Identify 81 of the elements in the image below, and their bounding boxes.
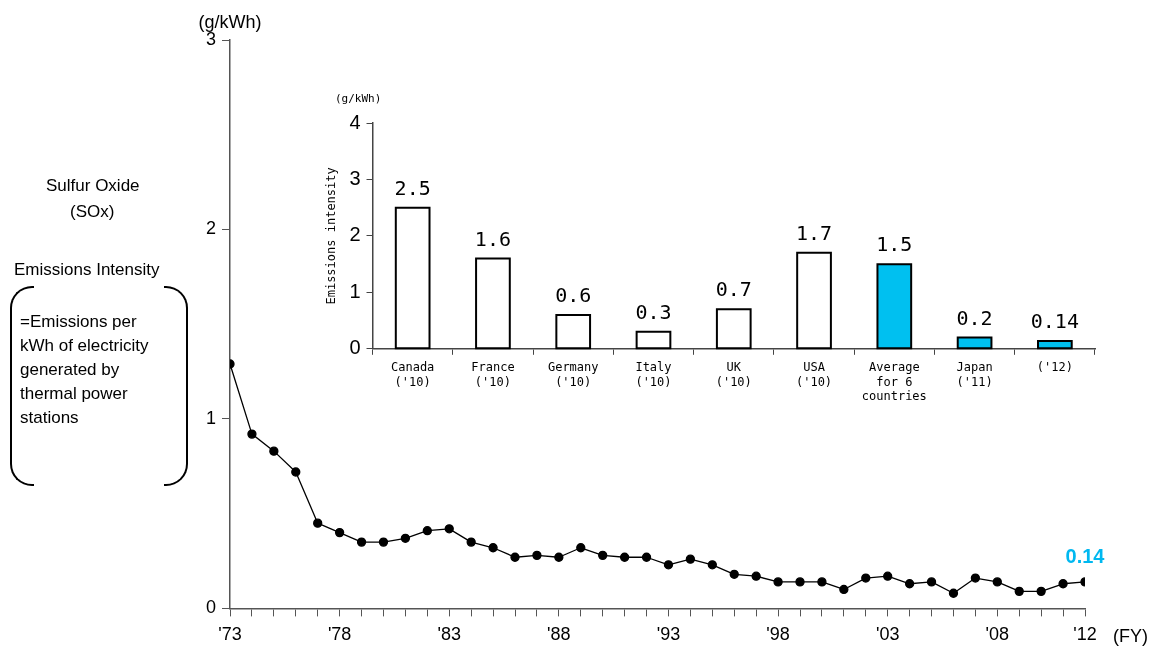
y-tick-label: 3 xyxy=(349,166,361,189)
data-label: 2.5 xyxy=(394,175,431,200)
point xyxy=(619,552,630,562)
point xyxy=(554,552,564,562)
annotation: (g/kWh) xyxy=(335,92,382,106)
point xyxy=(817,577,827,587)
point xyxy=(532,550,542,560)
data-label: 1.5 xyxy=(876,232,913,257)
x-tick-label: '98 xyxy=(766,624,790,645)
y-tick-label: 2 xyxy=(206,218,217,239)
point xyxy=(795,577,805,587)
point xyxy=(488,543,498,553)
x-tick-label: '73 xyxy=(218,624,242,645)
y-tick-label: 0 xyxy=(349,336,361,359)
point xyxy=(904,579,915,589)
point xyxy=(861,573,871,583)
point xyxy=(334,527,345,538)
text: (SOx) xyxy=(70,201,115,223)
x-tick-label: '78 xyxy=(327,624,352,645)
point xyxy=(269,446,279,456)
x-tick-label: '08 xyxy=(985,624,1010,645)
y-axis-title: Emissions intensity xyxy=(324,167,339,305)
x-tick-label: UK ('10) xyxy=(715,360,752,389)
x-tick-label: '93 xyxy=(656,624,681,645)
data-label: 0.14 xyxy=(1065,545,1106,568)
data-label: 0.14 xyxy=(1030,309,1079,334)
point xyxy=(883,571,893,581)
y-tick-label: 1 xyxy=(349,279,361,302)
x-tick-label: '83 xyxy=(437,624,461,645)
point xyxy=(970,573,981,583)
point xyxy=(576,543,586,553)
point xyxy=(291,467,301,477)
point xyxy=(510,552,520,562)
y-tick-label: 1 xyxy=(206,407,217,428)
point xyxy=(641,552,652,562)
data-label: 1.6 xyxy=(474,226,511,251)
point xyxy=(598,550,608,560)
x-tick-label: '03 xyxy=(875,624,900,645)
point xyxy=(466,537,476,547)
y-tick-label: 4 xyxy=(349,110,361,133)
data-label: 0.2 xyxy=(956,305,993,330)
x-tick-label: '12 xyxy=(1073,624,1097,645)
data-label: 0.6 xyxy=(555,283,592,308)
x-tick-label: Italy ('10) xyxy=(635,360,672,389)
point xyxy=(422,526,432,536)
point xyxy=(247,429,257,439)
data-label: 0.3 xyxy=(635,300,672,325)
point xyxy=(444,524,454,534)
point xyxy=(839,584,849,595)
point xyxy=(1058,579,1068,589)
y-tick-label: 2 xyxy=(349,223,361,246)
text: Sulfur Oxide xyxy=(46,175,140,197)
point xyxy=(313,518,323,528)
point xyxy=(926,577,937,587)
x-tick-label: Canada ('10) xyxy=(390,360,435,389)
point xyxy=(663,560,674,570)
data-label: 0.7 xyxy=(715,277,752,302)
x-tick-label: Japan ('11) xyxy=(956,360,993,389)
x-tick-label: ('12) xyxy=(1036,360,1073,375)
x-tick-label: France ('10) xyxy=(471,360,515,389)
point xyxy=(707,560,717,570)
point xyxy=(992,577,1002,587)
x-axis-title: (FY) xyxy=(1113,626,1148,647)
point xyxy=(1036,586,1046,596)
x-tick-label: Average for 6 countries xyxy=(861,360,927,403)
point xyxy=(729,569,739,579)
x-tick-label: USA ('10) xyxy=(795,360,833,389)
y-tick-label: 0 xyxy=(206,597,217,618)
point xyxy=(685,554,696,564)
point xyxy=(948,588,959,598)
point xyxy=(751,571,761,581)
point xyxy=(400,533,411,543)
point xyxy=(356,537,367,547)
point xyxy=(1014,586,1024,596)
text: Emissions Intensity xyxy=(14,259,160,281)
point xyxy=(773,577,783,587)
data-label: 1.7 xyxy=(795,221,833,246)
x-tick-label: '88 xyxy=(547,624,571,645)
text: =Emissions per kWh of electricity generated by thermal power stations xyxy=(20,311,150,429)
x-tick-label: Germany ('10) xyxy=(547,360,599,389)
point xyxy=(378,537,389,547)
